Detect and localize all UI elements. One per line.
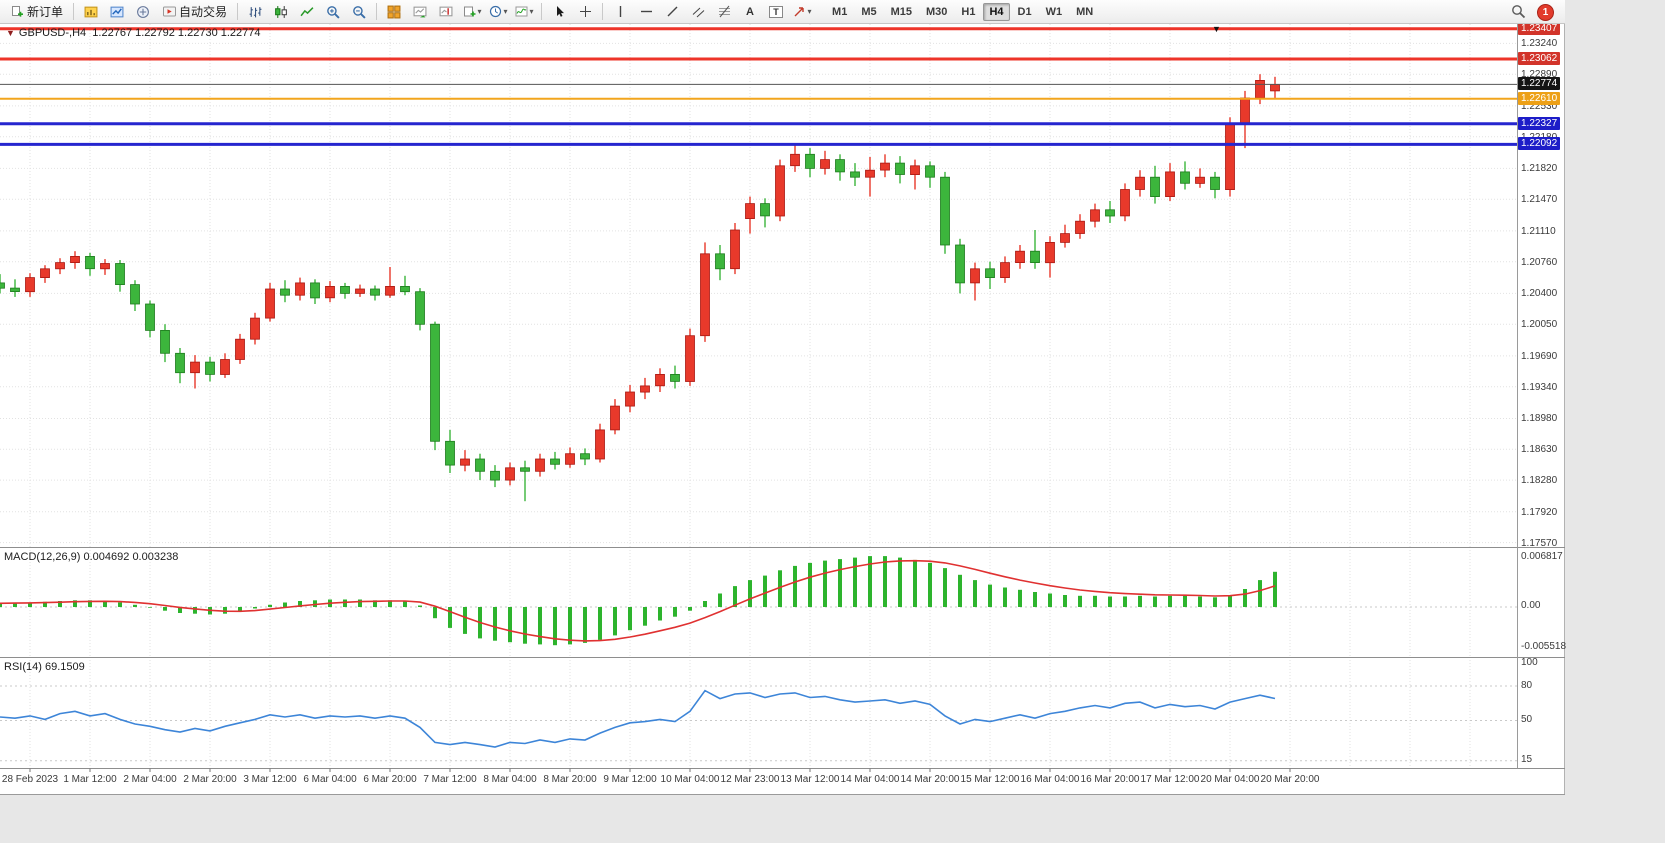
rsi-scale-80: 80 bbox=[1521, 680, 1533, 691]
text-tool-glyph: A bbox=[746, 5, 754, 18]
chart-background bbox=[0, 24, 1565, 795]
text-tool-icon[interactable]: A bbox=[737, 1, 763, 23]
data-window-icon[interactable] bbox=[104, 1, 130, 23]
timeframe-mn[interactable]: MN bbox=[1076, 5, 1094, 18]
price-axis[interactable] bbox=[1518, 24, 1564, 769]
macd-header: MACD(12,26,9) 0.004692 0.003238 bbox=[4, 551, 178, 563]
indicators-icon bbox=[515, 5, 529, 19]
chevron-down-icon: ▾ bbox=[529, 6, 534, 16]
new-order-label: 新订单 bbox=[27, 5, 64, 19]
toolbar-separator bbox=[602, 3, 604, 20]
horizontal-line-tool-icon[interactable] bbox=[633, 1, 659, 23]
rsi-scale-50: 50 bbox=[1521, 714, 1533, 725]
toolbar-separator bbox=[376, 3, 378, 20]
chevron-down-icon: ▾ bbox=[503, 6, 508, 16]
rsi-value: 69.1509 bbox=[44, 661, 85, 673]
algo-trading-icon bbox=[162, 5, 176, 19]
timeframe-m30[interactable]: M30 bbox=[926, 5, 948, 18]
macd-scale-bottom: -0.005518 bbox=[1521, 641, 1567, 652]
timeframe-d1[interactable]: D1 bbox=[1017, 5, 1032, 18]
zoom-out-icon[interactable] bbox=[346, 1, 372, 23]
rsi-header: RSI(14) 69.1509 bbox=[4, 661, 85, 673]
macd-signal-value: 0.003238 bbox=[132, 551, 179, 563]
timeframe-w1[interactable]: W1 bbox=[1045, 5, 1063, 18]
indicators-button[interactable]: ▾ bbox=[511, 1, 537, 23]
auto-scroll-icon[interactable] bbox=[407, 1, 433, 23]
new-order-button[interactable]: 新订单 bbox=[4, 1, 69, 23]
toolbar-separator bbox=[237, 3, 239, 20]
label-tool-glyph: T bbox=[769, 5, 783, 18]
line-chart-icon[interactable] bbox=[294, 1, 320, 23]
trendline-tool-icon[interactable] bbox=[659, 1, 685, 23]
symbol-title: GBPUSD-,H4 bbox=[18, 27, 87, 39]
timeframe-m15[interactable]: M15 bbox=[890, 5, 912, 18]
new-chart-button[interactable]: ▾ bbox=[459, 1, 485, 23]
algo-trading-label: 自动交易 bbox=[179, 5, 228, 19]
navigator-icon[interactable] bbox=[130, 1, 156, 23]
toolbar-separator bbox=[541, 3, 543, 20]
macd-scale-zero: 0.00 bbox=[1521, 600, 1541, 611]
vertical-line-tool-icon[interactable] bbox=[607, 1, 633, 23]
label-tool-icon[interactable]: T bbox=[763, 1, 789, 23]
candlestick-chart-icon[interactable] bbox=[268, 1, 294, 23]
notification-badge[interactable]: 1 bbox=[1537, 4, 1554, 21]
toolbar: 新订单 自动交易 bbox=[0, 0, 1565, 24]
chart-shift-icon[interactable] bbox=[433, 1, 459, 23]
rsi-scale-15: 15 bbox=[1521, 754, 1533, 765]
macd-scale-top: 0.006817 bbox=[1521, 551, 1563, 562]
chart-header: ▼ GBPUSD-,H4 1.22767 1.22792 1.22730 1.22… bbox=[6, 27, 261, 39]
timeframe-h4[interactable]: H4 bbox=[983, 2, 1010, 21]
objects-dropdown-button[interactable]: ▾ bbox=[789, 1, 815, 23]
rsi-title: RSI(14) bbox=[4, 661, 42, 673]
rsi-scale-100: 100 bbox=[1521, 657, 1538, 668]
clock-icon bbox=[489, 5, 503, 19]
time-marker-icon: ▼ bbox=[1212, 24, 1221, 34]
fibonacci-tool-icon[interactable] bbox=[711, 1, 737, 23]
search-icon[interactable] bbox=[1511, 4, 1526, 24]
symbol-flag-icon: ▼ bbox=[6, 28, 15, 38]
cursor-icon[interactable] bbox=[546, 1, 572, 23]
macd-main-value: 0.004692 bbox=[83, 551, 130, 563]
periods-button[interactable]: ▾ bbox=[485, 1, 511, 23]
new-order-icon bbox=[10, 5, 24, 19]
crosshair-icon[interactable] bbox=[572, 1, 598, 23]
channel-tool-icon[interactable] bbox=[685, 1, 711, 23]
bar-chart-icon[interactable] bbox=[242, 1, 268, 23]
market-watch-icon[interactable] bbox=[78, 1, 104, 23]
ohlc-values: 1.22767 1.22792 1.22730 1.22774 bbox=[92, 27, 261, 39]
timeframe-h1[interactable]: H1 bbox=[961, 5, 976, 18]
new-chart-icon bbox=[463, 5, 477, 19]
chevron-down-icon: ▾ bbox=[477, 6, 482, 16]
arrow-object-icon bbox=[793, 5, 807, 19]
algo-trading-button[interactable]: 自动交易 bbox=[156, 1, 233, 23]
macd-title: MACD(12,26,9) bbox=[4, 551, 81, 563]
chevron-down-icon: ▾ bbox=[807, 6, 812, 16]
tile-windows-icon[interactable] bbox=[381, 1, 407, 23]
timeframe-m5[interactable]: M5 bbox=[861, 5, 877, 18]
timeframe-group: M1 M5 M15 M30 H1 H4 D1 W1 MN bbox=[825, 2, 1100, 21]
time-axis[interactable] bbox=[0, 769, 1517, 795]
timeframe-m1[interactable]: M1 bbox=[832, 5, 848, 18]
zoom-in-icon[interactable] bbox=[320, 1, 346, 23]
toolbar-separator bbox=[73, 3, 75, 20]
